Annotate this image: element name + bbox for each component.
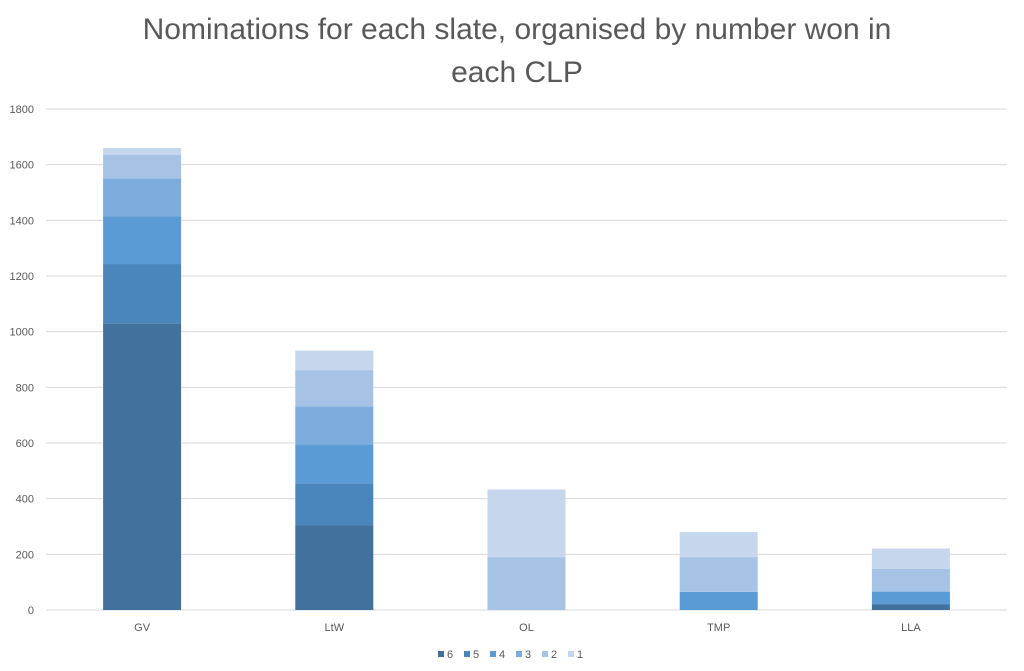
legend-label: 3 [525,649,531,661]
bar-segment [295,350,374,371]
bar-segment [679,557,758,592]
x-tick-label: GV [134,622,151,634]
y-tick-label: 1400 [10,215,34,227]
legend-label: 2 [551,649,557,661]
y-tick-label: 1200 [10,271,34,283]
y-tick-label: 1800 [10,104,34,116]
bar-segment [871,603,950,605]
bar-segment [295,444,374,484]
bar-segment [295,483,374,526]
bar-segment [871,568,950,592]
y-tick-label: 400 [16,494,34,506]
y-tick-label: 0 [28,605,34,617]
chart-title: Nominations for each slate, organised by… [142,13,892,89]
bar-segment [679,532,758,558]
bar-segment [103,323,182,610]
x-tick-label: TMP [707,622,730,634]
bar-segment [103,178,182,217]
y-tick-label: 200 [16,549,34,561]
y-tick-label: 800 [16,382,34,394]
bar-segment [487,557,566,610]
y-tick-label: 600 [16,438,34,450]
legend-swatch [516,651,522,657]
legend: 6 5 4 3 2 1 [438,649,583,661]
bars [103,147,950,610]
bar-segment [103,154,182,179]
bar-segment [295,406,374,445]
bar-segment [103,264,182,324]
legend-label: 6 [447,649,453,661]
bar-segment [871,548,950,569]
legend-swatch [490,651,496,657]
legend-label: 1 [577,649,583,661]
bar-segment [103,147,182,155]
legend-swatch [438,651,444,657]
x-tick-label: LtW [325,622,345,634]
bar-segment [103,216,182,265]
x-tick-label: OL [519,622,534,634]
legend-swatch [464,651,470,657]
bar-segment [871,591,950,604]
bar-segment [487,489,566,558]
legend-swatch [542,651,548,657]
legend-swatch [568,651,574,657]
y-tick-label: 1600 [10,160,34,172]
bar-segment [295,525,374,610]
y-axis-labels: 0 200 400 600 800 1000 1200 1400 1600 1800 [10,104,34,617]
x-axis-labels: GV LtW OL TMP LLA [134,622,921,634]
bar-segment [295,370,374,407]
legend-label: 5 [473,649,479,661]
x-tick-label: LLA [901,622,921,634]
bar-segment [871,604,950,610]
legend-label: 4 [499,649,505,661]
bar-segment [679,591,758,610]
y-tick-label: 1000 [10,327,34,339]
